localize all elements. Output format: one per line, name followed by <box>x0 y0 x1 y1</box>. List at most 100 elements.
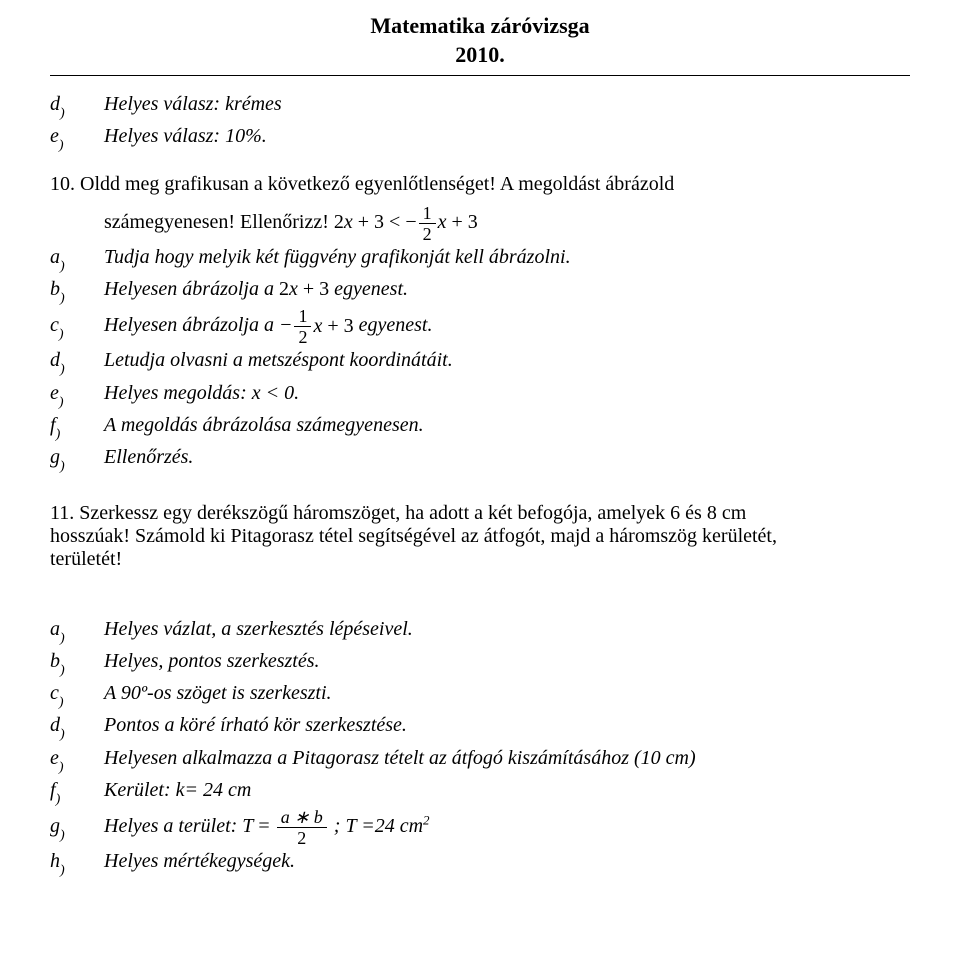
q11-c-label: c <box>50 682 59 704</box>
q10-c-frac: 12 <box>294 307 311 346</box>
ineq-frac-num: 1 <box>419 204 436 222</box>
q10-c-label: c <box>50 314 59 336</box>
q11-line1: Szerkessz egy derékszögű háromszöget, ha… <box>79 502 746 524</box>
q11-e-text: Helyesen alkalmazza a Pitagorasz tételt … <box>104 744 910 773</box>
q11-a-label: a <box>50 618 60 640</box>
q10-e: e) Helyes megoldás: x < 0. <box>50 379 910 411</box>
q11-h-label: h <box>50 850 60 872</box>
q11-g-mid: ; T =24 cm <box>329 815 423 837</box>
q10-b-text: Helyesen ábrázolja a 2x + 3 egyenest. <box>104 275 910 304</box>
q11-g-sub: ) <box>60 828 65 843</box>
q10-c-post: egyenest. <box>354 314 433 336</box>
q11-f-text: Kerület: k= 24 cm <box>104 776 910 805</box>
q11-g-label: g <box>50 815 60 837</box>
q10-c-num: 1 <box>294 307 311 325</box>
q11-h-sub: ) <box>60 863 65 878</box>
q10-b-post: egyenest. <box>329 278 408 300</box>
q10-e-sub: ) <box>59 395 64 410</box>
q10-g: g) Ellenőrzés. <box>50 443 910 475</box>
answer-d-label: d) <box>50 90 104 122</box>
q10-statement: 10. Oldd meg grafikusan a következő egye… <box>50 173 910 196</box>
q11-c-sub: ) <box>59 695 64 710</box>
q11-d: d) Pontos a köré írható kör szerkesztése… <box>50 711 910 743</box>
q11-f-sub: ) <box>56 792 61 807</box>
q11-e-sub: ) <box>59 760 64 775</box>
q10-c-text: Helyesen ábrázolja a −12x + 3 egyenest. <box>104 307 910 346</box>
q11-g-eq: = <box>253 815 274 837</box>
q10-d: d) Letudja olvasni a metszéspont koordin… <box>50 346 910 378</box>
q11-a: a) Helyes vázlat, a szerkesztés lépéseiv… <box>50 615 910 647</box>
q10-e-label: e <box>50 382 59 404</box>
q11-statement: 11. Szerkessz egy derékszögű háromszöget… <box>50 502 910 571</box>
q10-f-text: A megoldás ábrázolása számegyenesen. <box>104 411 910 440</box>
q10-c-mid: x + 3 <box>313 315 353 337</box>
q10-b: b) Helyesen ábrázolja a 2x + 3 egyenest. <box>50 275 910 307</box>
q10-g-label: g <box>50 446 60 468</box>
q10-c-sub: ) <box>59 327 64 342</box>
q10-d-text: Letudja olvasni a metszéspont koordinátá… <box>104 346 910 375</box>
q10-line1: Oldd meg grafikusan a következő egyenlőt… <box>80 173 674 195</box>
header-rule <box>50 75 910 76</box>
q11-b: b) Helyes, pontos szerkesztés. <box>50 647 910 679</box>
q11-line2: hosszúak! Számold ki Pitagorasz tétel se… <box>50 525 777 547</box>
q11-g-pre: Helyes a terület: <box>104 815 242 837</box>
header-title: Matematika záróvizsga <box>370 13 589 38</box>
q11-g-num: a ∗ b <box>277 808 327 826</box>
q11-g-frac: a ∗ b 2 <box>277 808 327 847</box>
q11-b-sub: ) <box>60 663 65 678</box>
q11-h-text: Helyes mértékegységek. <box>104 847 910 876</box>
q10-line2-pre: számegyenesen! Ellenőrizz! <box>104 211 334 233</box>
top-answers: d) Helyes válasz: krémes e) Helyes válas… <box>50 90 910 155</box>
label-e: e <box>50 125 59 147</box>
label-e-sub: ) <box>59 138 64 153</box>
q11-h: h) Helyes mértékegységek. <box>50 847 910 879</box>
q10-b-sub: ) <box>60 291 65 306</box>
ineq-2: 2 <box>334 211 344 233</box>
q10-b-label: b <box>50 278 60 300</box>
q10-c-den: 2 <box>294 328 311 346</box>
ineq-x1: x <box>344 211 353 233</box>
q11-f-label: f <box>50 779 56 801</box>
q11-number: 11. <box>50 502 74 524</box>
q10-inequality: 2x + 3 < −12x + 3 <box>334 211 478 233</box>
label-d: d <box>50 93 60 115</box>
answer-e-text: Helyes válasz: 10%. <box>104 122 910 151</box>
ineq-plus1: + 3 < − <box>353 211 417 233</box>
q10-b-expr: 2x + 3 <box>279 278 329 300</box>
header-year: 2010. <box>455 42 505 67</box>
q11-a-sub: ) <box>60 631 65 646</box>
answer-e-label: e) <box>50 122 104 154</box>
answer-d-text: Helyes válasz: krémes <box>104 90 910 119</box>
q11-b-label: b <box>50 650 60 672</box>
q10-number: 10. <box>50 173 75 195</box>
q10-a-sub: ) <box>60 259 65 274</box>
q10-f: f) A megoldás ábrázolása számegyenesen. <box>50 411 910 443</box>
answer-d-row: d) Helyes válasz: krémes <box>50 90 910 122</box>
q10-a-text: Tudja hogy melyik két függvény grafikonj… <box>104 243 910 272</box>
q10-c: c) Helyesen ábrázolja a −12x + 3 egyenes… <box>50 307 910 346</box>
q10-line2: számegyenesen! Ellenőrizz! 2x + 3 < −12x… <box>50 204 910 243</box>
q11-d-text: Pontos a köré írható kör szerkesztése. <box>104 711 910 740</box>
q11-d-label: d <box>50 714 60 736</box>
answer-e-row: e) Helyes válasz: 10%. <box>50 122 910 154</box>
page: Matematika záróvizsga 2010. d) Helyes vá… <box>0 0 960 956</box>
q10-a-label: a <box>50 246 60 268</box>
q11-a-text: Helyes vázlat, a szerkesztés lépéseivel. <box>104 615 910 644</box>
q10-g-text: Ellenőrzés. <box>104 443 910 472</box>
q10-f-label: f <box>50 414 56 436</box>
q11-g: g) Helyes a terület: T = a ∗ b2 ; T =24 … <box>50 808 910 847</box>
q11-c: c) A 90º-os szöget is szerkeszti. <box>50 679 910 711</box>
q10-d-label: d <box>50 349 60 371</box>
q10-b-pre: Helyesen ábrázolja a <box>104 278 279 300</box>
q11-b-text: Helyes, pontos szerkesztés. <box>104 647 910 676</box>
q11-g-den: 2 <box>277 829 327 847</box>
q11-f: f) Kerület: k= 24 cm <box>50 776 910 808</box>
ineq-x2: x <box>438 211 447 233</box>
q11-c-text: A 90º-os szöget is szerkeszti. <box>104 679 910 708</box>
ineq-plus2: + 3 <box>447 211 478 233</box>
q10-a: a) Tudja hogy melyik két függvény grafik… <box>50 243 910 275</box>
q10-items: a) Tudja hogy melyik két függvény grafik… <box>50 243 910 476</box>
q10-d-sub: ) <box>60 362 65 377</box>
ineq-frac: 12 <box>419 204 436 243</box>
q11-g-text: Helyes a terület: T = a ∗ b2 ; T =24 cm2 <box>104 808 910 847</box>
